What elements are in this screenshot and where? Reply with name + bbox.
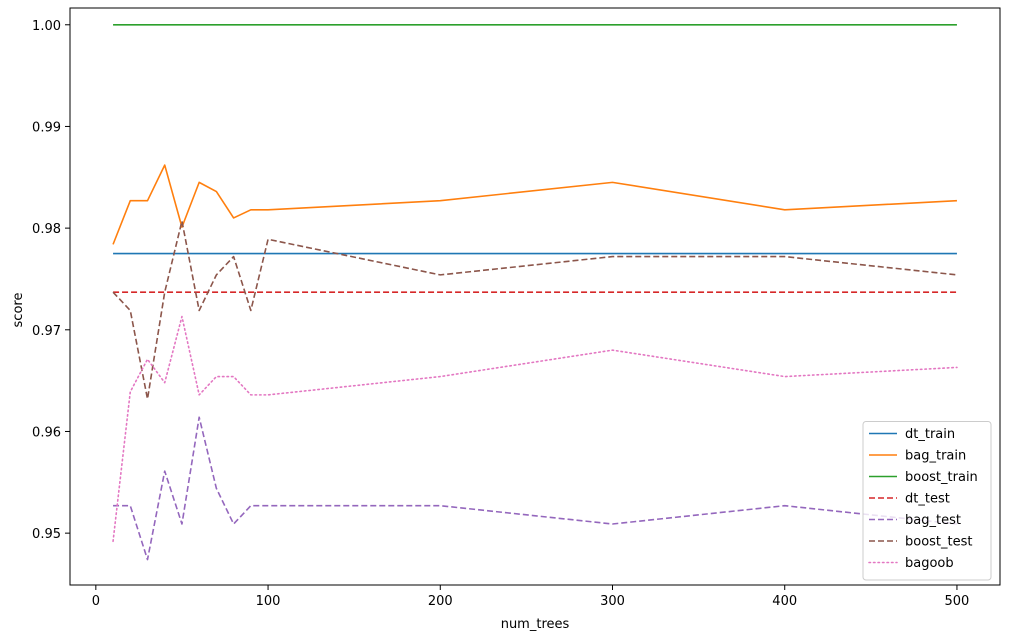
legend-label-bagoob: bagoob bbox=[905, 556, 954, 571]
x-tick-label: 300 bbox=[600, 594, 625, 609]
y-tick-label: 0.95 bbox=[32, 527, 61, 542]
y-tick-label: 0.99 bbox=[32, 120, 61, 135]
y-tick-label: 1.00 bbox=[32, 19, 61, 34]
x-tick-label: 0 bbox=[92, 594, 100, 609]
legend-box bbox=[862, 421, 992, 581]
x-axis-label: num_trees bbox=[501, 617, 570, 632]
x-tick-label: 200 bbox=[428, 594, 453, 609]
legend-label-bag-train: bag_train bbox=[905, 449, 966, 464]
series-line-bagoob bbox=[112, 315, 958, 543]
y-tick-label: 0.96 bbox=[32, 425, 61, 440]
legend-label-dt-train: dt_train bbox=[905, 427, 955, 442]
series-layer bbox=[112, 23, 958, 561]
plot-frame bbox=[69, 7, 1001, 586]
y-tick-label: 0.98 bbox=[32, 222, 61, 237]
x-tick-label: 400 bbox=[772, 594, 797, 609]
series-line-boost-test bbox=[112, 220, 958, 400]
y-axis-label: score bbox=[11, 293, 26, 328]
series-line-bag-test bbox=[113, 416, 958, 561]
y-tick-label: 0.97 bbox=[32, 324, 61, 339]
axes-layer: 0 100 200 300 400 500 0.95 0.96 0.97 0.98 0.99 1.00 bbox=[32, 7, 1001, 609]
legend-label-bag-test: bag_test bbox=[905, 513, 961, 528]
x-tick-label: 100 bbox=[256, 594, 281, 609]
legend: dt_train bag_train boost_train dt_test bag_t… bbox=[862, 421, 992, 581]
legend-label-boost-test: boost_test bbox=[905, 535, 973, 550]
x-tick-label: 500 bbox=[945, 594, 970, 609]
legend-label-boost-train: boost_train bbox=[905, 470, 978, 485]
series-line-bag-train bbox=[112, 164, 957, 245]
legend-label-dt-test: dt_test bbox=[905, 492, 950, 507]
